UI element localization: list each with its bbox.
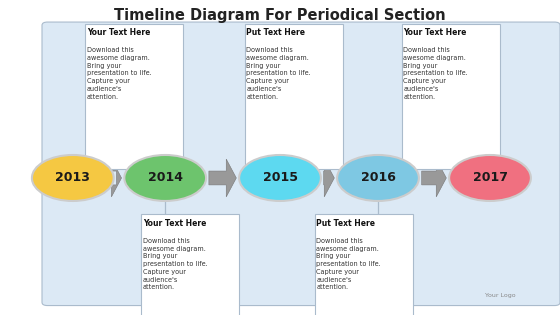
Text: Download this
awesome diagram.
Bring your
presentation to life.
Capture your
aud: Download this awesome diagram. Bring you… (316, 238, 381, 290)
FancyBboxPatch shape (402, 24, 500, 169)
Text: 2013: 2013 (55, 171, 90, 185)
FancyBboxPatch shape (141, 214, 239, 315)
Text: 2015: 2015 (263, 171, 297, 185)
Text: Your Text Here: Your Text Here (87, 28, 150, 37)
Text: Timeline Diagram For Periodical Section: Timeline Diagram For Periodical Section (114, 8, 446, 23)
Text: 2014: 2014 (148, 171, 183, 185)
Polygon shape (324, 159, 334, 197)
Text: Put Text Here: Put Text Here (246, 28, 305, 37)
Text: Download this
awesome diagram.
Bring your
presentation to life.
Capture your
aud: Download this awesome diagram. Bring you… (403, 47, 468, 100)
Polygon shape (422, 159, 446, 197)
Text: 2017: 2017 (473, 171, 507, 185)
FancyBboxPatch shape (85, 24, 183, 169)
Circle shape (124, 155, 206, 201)
Text: Download this
awesome diagram.
Bring your
presentation to life.
Capture your
aud: Download this awesome diagram. Bring you… (246, 47, 311, 100)
FancyBboxPatch shape (245, 24, 343, 169)
Circle shape (32, 155, 114, 201)
Text: Put Text Here: Put Text Here (316, 219, 375, 228)
Circle shape (337, 155, 419, 201)
Text: Download this
awesome diagram.
Bring your
presentation to life.
Capture your
aud: Download this awesome diagram. Bring you… (143, 238, 208, 290)
Text: 2016: 2016 (361, 171, 395, 185)
FancyBboxPatch shape (42, 22, 560, 306)
Polygon shape (209, 159, 236, 197)
Circle shape (449, 155, 531, 201)
Polygon shape (111, 159, 122, 197)
FancyBboxPatch shape (315, 214, 413, 315)
Text: Download this
awesome diagram.
Bring your
presentation to life.
Capture your
aud: Download this awesome diagram. Bring you… (87, 47, 152, 100)
Text: Your Logo: Your Logo (484, 293, 515, 298)
Text: Your Text Here: Your Text Here (143, 219, 206, 228)
Circle shape (239, 155, 321, 201)
Text: Your Text Here: Your Text Here (403, 28, 466, 37)
